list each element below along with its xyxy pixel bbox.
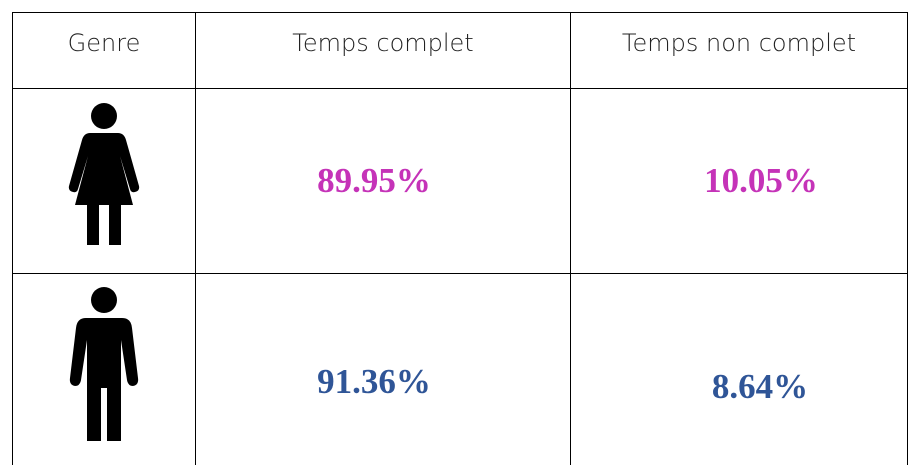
value-cell: 89.95% [317, 161, 431, 200]
table-grid [12, 12, 908, 465]
header-cell: Genre [68, 29, 141, 57]
male-icon [69, 287, 139, 441]
value-cell: 10.05% [704, 161, 818, 200]
female-icon [68, 103, 140, 245]
header-cell: Temps non complet [622, 29, 856, 57]
value-cell: 91.36% [317, 362, 431, 401]
header-cell: Temps complet [292, 29, 473, 57]
value-cell: 8.64% [712, 367, 808, 406]
